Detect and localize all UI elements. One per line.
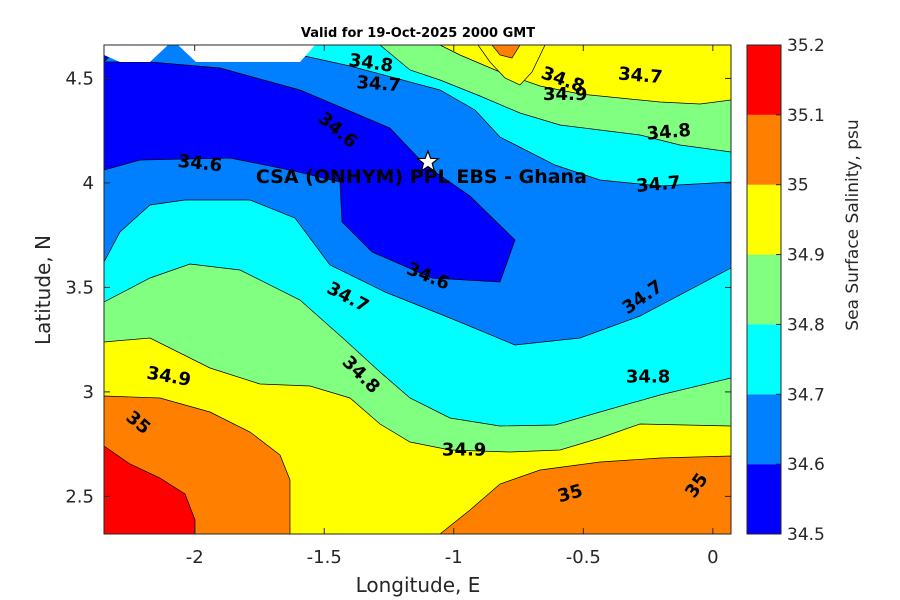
band-ne-tongue <box>477 45 546 86</box>
y-axis: 2.5 3 3.5 4 4.5 <box>65 68 731 507</box>
colorbar-swatch <box>747 114 781 185</box>
colorbar-tick-label: 35 <box>787 176 809 196</box>
colorbar-swatch <box>747 394 781 465</box>
site-marker-group: CSA (ONHYM) PPL EBS - Ghana <box>256 149 587 188</box>
colorbar: 34.5 34.6 34.7 34.8 34.9 35 35.1 35.2 <box>746 36 825 545</box>
colorbar-swatch <box>747 324 781 395</box>
y-tick-label: 2.5 <box>65 486 94 507</box>
contour-label: 34.8 <box>626 366 670 387</box>
colorbar-tick-label: 34.7 <box>787 385 825 405</box>
band-ne-tongue-core <box>491 45 521 59</box>
contour-label: 34.9 <box>442 439 486 460</box>
contour-label: 34.7 <box>356 72 402 96</box>
x-tick-label: -0.5 <box>566 547 601 568</box>
colorbar-tick-label: 35.2 <box>787 36 825 56</box>
contour-label: 34.7 <box>617 63 663 88</box>
y-tick-label: 3 <box>83 382 94 403</box>
band-35.1-35.2 <box>104 445 196 534</box>
colorbar-tick-label: 34.8 <box>787 315 825 335</box>
y-axis-label: Latitude, N <box>31 235 55 345</box>
colorbar-swatch <box>747 464 781 534</box>
x-tick-label: -2 <box>186 547 204 568</box>
y-tick-label: 4 <box>83 173 94 194</box>
band-35-35.1-south <box>439 455 731 534</box>
x-tick-label: 0 <box>707 547 718 568</box>
contour-label: 34.8 <box>646 120 692 145</box>
colorbar-tick-label: 34.6 <box>787 455 825 475</box>
x-axis: -2 -1.5 -1 -0.5 0 <box>186 45 719 568</box>
colorbar-tick-label: 34.9 <box>787 246 825 266</box>
missing-data-area <box>104 45 315 62</box>
site-label: CSA (ONHYM) PPL EBS - Ghana <box>256 166 587 188</box>
colorbar-swatch <box>747 254 781 325</box>
colorbar-tick-label: 35.1 <box>787 106 825 126</box>
colorbar-tick-label: 34.5 <box>787 525 825 545</box>
chart-title: Valid for 19-Oct-2025 2000 GMT <box>301 26 535 41</box>
contour-label: 34.9 <box>543 84 587 105</box>
colorbar-label: Sea Surface Salinity, psu <box>843 119 863 330</box>
site-star-icon <box>415 149 440 173</box>
contour-label: 34.7 <box>635 172 681 197</box>
x-axis-label: Longitude, E <box>356 573 481 597</box>
y-tick-label: 3.5 <box>65 277 94 298</box>
x-tick-label: -1.5 <box>307 547 342 568</box>
colorbar-frame <box>746 44 782 535</box>
colorbar-swatch <box>747 184 781 255</box>
y-tick-label: 4.5 <box>65 68 94 89</box>
band-34.9-35 <box>104 45 731 534</box>
contour-label: 34.6 <box>177 151 223 177</box>
plot-area: 34.834.734.634.634.834.934.734.834.734.6… <box>103 44 732 535</box>
x-tick-label: -1 <box>445 547 463 568</box>
colorbar-swatch <box>747 45 781 115</box>
